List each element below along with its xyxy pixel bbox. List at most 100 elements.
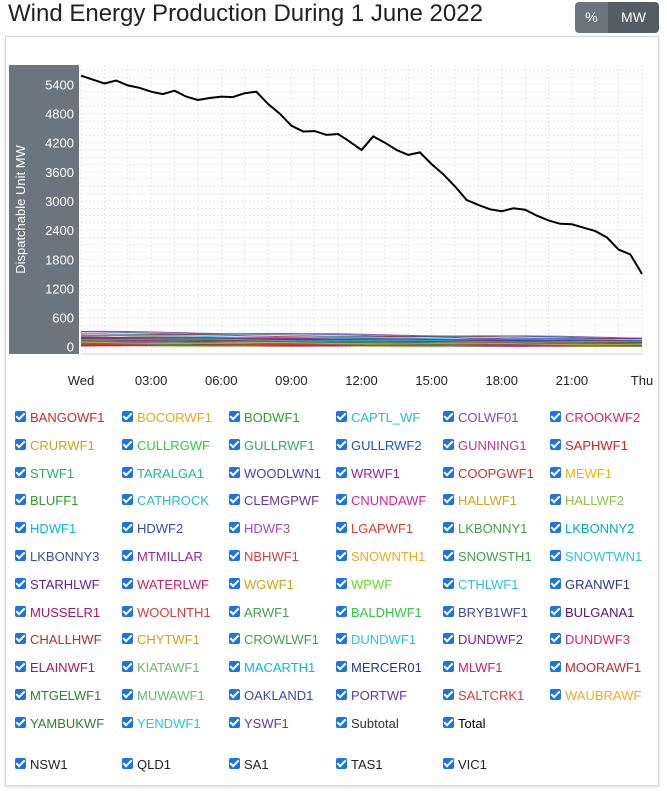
checkbox-icon[interactable] bbox=[550, 411, 561, 422]
checkbox-icon[interactable] bbox=[229, 438, 240, 450]
checkbox-icon[interactable] bbox=[336, 411, 347, 422]
checkbox-icon[interactable] bbox=[229, 577, 240, 589]
checkbox-icon[interactable] bbox=[443, 661, 454, 673]
page-title: Wind Energy Production During 1 June 202… bbox=[8, 0, 483, 27]
legend-item-label: YAMBUKWF bbox=[30, 715, 105, 731]
legend-item-label: Total bbox=[458, 715, 486, 731]
legend-item-label: YSWF1 bbox=[244, 715, 289, 731]
legend-item-label: CROWLWF1 bbox=[244, 632, 319, 648]
checkbox-icon[interactable] bbox=[336, 758, 347, 769]
checkbox-icon[interactable] bbox=[443, 522, 454, 534]
checkbox-icon[interactable] bbox=[15, 522, 26, 534]
checkbox-icon[interactable] bbox=[122, 411, 133, 422]
checkbox-icon[interactable] bbox=[229, 633, 240, 645]
checkbox-icon[interactable] bbox=[550, 522, 561, 534]
checkbox-icon[interactable] bbox=[122, 550, 133, 561]
legend-item-label: WOODLWN1 bbox=[244, 465, 322, 481]
checkbox-icon[interactable] bbox=[336, 661, 347, 673]
checkbox-icon[interactable] bbox=[550, 605, 561, 617]
checkbox-icon[interactable] bbox=[15, 438, 26, 450]
checkbox-icon[interactable] bbox=[122, 758, 133, 769]
checkbox-icon[interactable] bbox=[15, 466, 26, 478]
checkbox-icon[interactable] bbox=[15, 716, 26, 728]
legend-item-label: MUSSELR1 bbox=[30, 604, 101, 620]
checkbox-icon[interactable] bbox=[336, 577, 347, 589]
checkbox-icon[interactable] bbox=[122, 661, 133, 673]
checkbox-icon[interactable] bbox=[336, 466, 347, 478]
checkbox-icon[interactable] bbox=[550, 661, 561, 673]
checkbox-icon[interactable] bbox=[336, 689, 347, 700]
legend-region-label: VIC1 bbox=[458, 757, 487, 772]
legend-item-label: CROOKWF2 bbox=[565, 410, 641, 425]
checkbox-icon[interactable] bbox=[15, 661, 26, 673]
legend-item-label: MERCER01 bbox=[351, 660, 422, 676]
checkbox-icon[interactable] bbox=[15, 689, 26, 700]
checkbox-icon[interactable] bbox=[550, 438, 561, 450]
checkbox-icon[interactable] bbox=[122, 438, 133, 450]
checkbox-icon[interactable] bbox=[443, 716, 454, 728]
checkbox-icon[interactable] bbox=[336, 494, 347, 506]
checkbox-icon[interactable] bbox=[229, 522, 240, 534]
percent-toggle-button[interactable]: % bbox=[575, 2, 608, 33]
checkbox-icon[interactable] bbox=[550, 577, 561, 589]
checkbox-icon[interactable] bbox=[122, 716, 133, 728]
checkbox-icon[interactable] bbox=[336, 716, 347, 728]
legend-item-label: PORTWF bbox=[351, 688, 408, 703]
checkbox-icon[interactable] bbox=[15, 411, 26, 422]
checkbox-icon[interactable] bbox=[336, 438, 347, 450]
checkbox-icon[interactable] bbox=[229, 605, 240, 617]
checkbox-icon[interactable] bbox=[336, 522, 347, 534]
checkbox-icon[interactable] bbox=[443, 466, 454, 478]
checkbox-icon[interactable] bbox=[122, 494, 133, 506]
checkbox-icon[interactable] bbox=[550, 550, 561, 561]
checkbox-icon[interactable] bbox=[229, 758, 240, 769]
legend-item-label: GUNNING1 bbox=[458, 437, 527, 453]
checkbox-icon[interactable] bbox=[229, 661, 240, 673]
checkbox-icon[interactable] bbox=[15, 577, 26, 589]
checkbox-icon[interactable] bbox=[550, 466, 561, 478]
checkbox-icon[interactable] bbox=[443, 633, 454, 645]
checkbox-icon[interactable] bbox=[122, 466, 133, 478]
legend-item-label: COLWF01 bbox=[458, 410, 519, 425]
checkbox-icon[interactable] bbox=[122, 633, 133, 645]
checkbox-icon[interactable] bbox=[443, 494, 454, 506]
checkbox-icon[interactable] bbox=[15, 550, 26, 561]
checkbox-icon[interactable] bbox=[122, 689, 133, 700]
checkbox-icon[interactable] bbox=[336, 633, 347, 645]
legend-item-label: WAUBRAWF bbox=[565, 688, 642, 703]
checkbox-icon[interactable] bbox=[550, 494, 561, 506]
checkbox-icon[interactable] bbox=[336, 605, 347, 617]
checkbox-icon[interactable] bbox=[122, 605, 133, 617]
checkbox-icon[interactable] bbox=[443, 758, 454, 769]
x-tick-label: Thu bbox=[631, 373, 653, 388]
unit-series-line bbox=[81, 343, 642, 347]
checkbox-icon[interactable] bbox=[15, 633, 26, 645]
y-tick-label: 2400 bbox=[45, 223, 74, 238]
checkbox-icon[interactable] bbox=[443, 438, 454, 450]
checkbox-icon[interactable] bbox=[550, 633, 561, 645]
checkbox-icon[interactable] bbox=[122, 577, 133, 589]
checkbox-icon[interactable] bbox=[443, 550, 454, 561]
legend-item-label: GRANWF1 bbox=[565, 576, 630, 592]
unit-series-line bbox=[80, 330, 643, 339]
checkbox-icon[interactable] bbox=[229, 494, 240, 506]
checkbox-icon[interactable] bbox=[443, 577, 454, 589]
legend-item-label: MEWF1 bbox=[565, 465, 612, 481]
checkbox-icon[interactable] bbox=[443, 411, 454, 422]
checkbox-icon[interactable] bbox=[229, 466, 240, 478]
checkbox-icon[interactable] bbox=[15, 605, 26, 617]
checkbox-icon[interactable] bbox=[122, 522, 133, 534]
checkbox-icon[interactable] bbox=[229, 550, 240, 561]
checkbox-icon[interactable] bbox=[229, 411, 240, 422]
checkbox-icon[interactable] bbox=[15, 758, 26, 769]
mw-toggle-button[interactable]: MW bbox=[608, 2, 659, 33]
checkbox-icon[interactable] bbox=[336, 550, 347, 561]
checkbox-icon[interactable] bbox=[550, 689, 561, 700]
y-axis-band bbox=[9, 65, 79, 354]
legend-item-label: MOORAWF1 bbox=[565, 660, 642, 676]
checkbox-icon[interactable] bbox=[443, 605, 454, 617]
checkbox-icon[interactable] bbox=[229, 716, 240, 728]
checkbox-icon[interactable] bbox=[15, 494, 26, 506]
checkbox-icon[interactable] bbox=[443, 689, 454, 700]
checkbox-icon[interactable] bbox=[229, 689, 240, 700]
